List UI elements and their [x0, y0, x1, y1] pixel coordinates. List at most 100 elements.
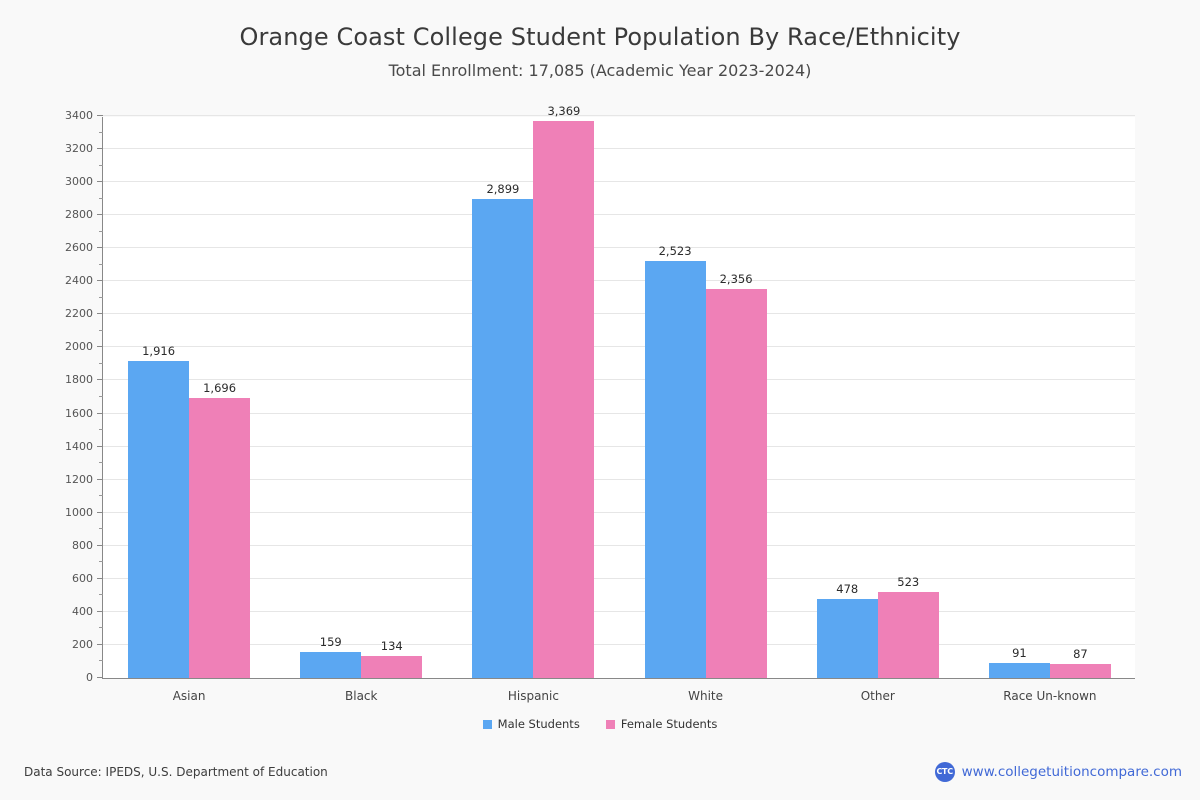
- y-axis-label: 2600: [65, 241, 93, 255]
- y-axis-tick: [97, 412, 103, 414]
- ctc-logo-icon: CTC: [934, 762, 955, 782]
- y-axis-label: 600: [72, 571, 93, 585]
- bar-female[interactable]: 523: [877, 576, 939, 678]
- legend-swatch-icon: [482, 719, 492, 729]
- legend-item-male[interactable]: Male Students: [482, 718, 580, 730]
- y-axis-label: 3200: [65, 142, 93, 156]
- bar-male[interactable]: 159: [300, 636, 362, 678]
- bar-group: 478 523 Other: [792, 117, 964, 703]
- y-axis-tick: [97, 445, 103, 447]
- y-axis-label: 1400: [65, 439, 93, 453]
- y-axis-minor-tick: [99, 462, 103, 464]
- y-axis-minor-tick: [99, 429, 103, 431]
- bar-pair: 1,916 1,696 Asian: [128, 117, 251, 703]
- bar-pair: 159 134 Black: [300, 117, 423, 703]
- chart-legend: Male Students Female Students: [0, 718, 1200, 730]
- gridline: [103, 445, 1135, 447]
- bar-female[interactable]: 3,369: [533, 105, 595, 678]
- bar-value-label: 2,523: [658, 243, 692, 258]
- gridline: [103, 148, 1135, 150]
- y-axis-label: 200: [72, 637, 93, 651]
- y-axis-tick: [97, 280, 103, 282]
- bar-female[interactable]: 87: [1049, 648, 1111, 678]
- bar-value-label: 3,369: [547, 104, 581, 119]
- bar-pair: 2,523 2,356 White: [644, 117, 767, 703]
- y-axis-minor-tick: [99, 396, 103, 397]
- bar-male[interactable]: 2,899: [472, 183, 534, 678]
- bar-group: 2,523 2,356 White: [620, 117, 792, 703]
- bar-group: 159 134 Black: [275, 117, 447, 703]
- y-axis-tick: [97, 643, 103, 645]
- bar-value-label: 1,696: [203, 380, 237, 395]
- gridline: [103, 643, 1135, 645]
- bar-male[interactable]: 2,523: [644, 245, 706, 678]
- y-axis-tick: [97, 148, 103, 150]
- brand-watermark[interactable]: CTC www.collegetuitioncompare.com: [934, 762, 1182, 782]
- bar-pair: 478 523 Other: [816, 117, 939, 703]
- bar-value-label: 1,916: [142, 344, 176, 359]
- gridline: [103, 511, 1135, 513]
- gridline: [103, 544, 1135, 546]
- y-axis-minor-tick: [99, 627, 103, 629]
- y-axis-label: 1600: [65, 406, 93, 420]
- bar-value-label: 523: [897, 574, 920, 589]
- y-axis-tick: [97, 346, 103, 348]
- bar-group: 2,899 3,369 Hispanic: [447, 105, 619, 703]
- bar-female[interactable]: 2,356: [705, 273, 767, 678]
- y-axis-label: 2400: [65, 274, 93, 288]
- gridline: [103, 115, 1135, 116]
- y-axis-tick: [97, 214, 103, 216]
- bar-female[interactable]: 1,696: [189, 382, 251, 678]
- data-source-note: Data Source: IPEDS, U.S. Department of E…: [24, 765, 328, 779]
- gridline: [103, 280, 1135, 282]
- chart-header: Orange Coast College Student Population …: [0, 0, 1200, 82]
- y-axis-tick: [97, 247, 103, 249]
- bar-male[interactable]: 1,916: [128, 345, 190, 678]
- bar-male[interactable]: 478: [816, 583, 878, 678]
- y-axis-minor-tick: [99, 329, 103, 331]
- y-axis-label: 3000: [65, 175, 93, 189]
- y-axis-minor-tick: [99, 230, 103, 232]
- gridline: [103, 214, 1135, 216]
- gridline: [103, 610, 1135, 612]
- bar-group: 91 87 Race Un-known: [964, 117, 1136, 703]
- x-axis-label: Other: [860, 689, 895, 703]
- y-axis-label: 0: [86, 671, 93, 684]
- bar-female[interactable]: 134: [361, 640, 423, 678]
- x-axis-label: Hispanic: [507, 689, 559, 703]
- chart-title: Orange Coast College Student Population …: [239, 23, 961, 51]
- y-axis-label: 1200: [65, 472, 93, 486]
- gridline: [103, 313, 1135, 315]
- chart-subtitle: Total Enrollment: 17,085 (Academic Year …: [388, 61, 812, 80]
- bar-value-label: 2,899: [486, 181, 520, 196]
- y-axis-label: 2800: [65, 208, 93, 222]
- y-axis-label: 1800: [65, 373, 93, 387]
- legend-item-female[interactable]: Female Students: [605, 717, 718, 731]
- gridline: [103, 346, 1135, 348]
- y-axis-minor-tick: [99, 197, 103, 199]
- x-axis-label: Race Un-known: [1003, 689, 1097, 703]
- y-axis-tick: [97, 577, 103, 579]
- brand-url-link[interactable]: www.collegetuitioncompare.com: [961, 764, 1182, 780]
- y-axis-label: 2000: [65, 340, 93, 354]
- x-axis-label: White: [688, 689, 724, 703]
- y-axis-tick: [97, 677, 103, 678]
- gridline: [103, 412, 1135, 414]
- y-axis-tick: [97, 313, 103, 315]
- y-axis-tick: [97, 610, 103, 612]
- y-axis-minor-tick: [99, 660, 103, 662]
- bar-value-label: 134: [380, 638, 403, 653]
- bar-value-label: 91: [1012, 645, 1027, 660]
- y-axis-label: 400: [72, 604, 93, 618]
- gridline: [103, 247, 1135, 249]
- gridline: [103, 379, 1135, 381]
- y-axis-minor-tick: [99, 594, 103, 596]
- plot-area: 0 200 400 600 800 1000 1200 1400 1600 1800 2000 220…: [65, 105, 1136, 703]
- legend-label: Female Students: [620, 717, 718, 731]
- gridline: [103, 181, 1135, 183]
- bar-value-label: 2,356: [719, 271, 753, 286]
- bar-male[interactable]: 91: [988, 647, 1050, 678]
- y-axis-label: 1000: [65, 505, 93, 519]
- y-axis-minor-tick: [99, 561, 103, 563]
